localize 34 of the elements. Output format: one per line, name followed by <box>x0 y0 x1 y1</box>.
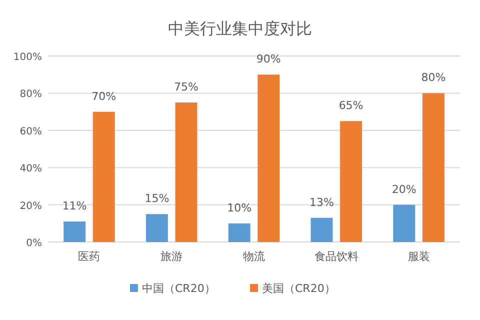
bar <box>310 218 333 242</box>
text: 75% <box>174 80 198 94</box>
bar <box>228 223 250 242</box>
legend-label: 美国（CR20） <box>262 282 336 295</box>
x-tick-label: 服装 <box>408 250 430 263</box>
bar <box>340 121 362 242</box>
text: 20% <box>392 182 416 196</box>
text: 15% <box>144 192 170 206</box>
bar <box>146 214 168 242</box>
text: 80% <box>421 71 446 84</box>
x-tick-label: 医药 <box>78 250 100 263</box>
legend-label: 中国（CR20） <box>142 282 216 295</box>
x-tick-label: 旅游 <box>160 250 183 263</box>
y-tick-label: 20% <box>20 200 42 212</box>
y-tick-label: 100% <box>13 52 42 63</box>
text: 11% <box>62 200 87 213</box>
x-tick-label: 物流 <box>243 250 265 263</box>
bar <box>64 222 86 242</box>
text: 70% <box>92 90 116 103</box>
text: 65% <box>338 99 364 112</box>
bar <box>422 93 444 242</box>
y-tick-label: 40% <box>20 164 42 175</box>
text: 10% <box>227 201 252 214</box>
bar <box>258 74 280 242</box>
y-tick-label: 80% <box>20 89 42 100</box>
bar <box>393 204 416 242</box>
text: 90% <box>256 52 281 66</box>
text: 13% <box>310 196 334 209</box>
bar <box>175 102 198 242</box>
y-tick-label: 60% <box>20 126 42 138</box>
bar <box>92 112 115 242</box>
x-tick-label: 食品饮料 <box>314 250 358 263</box>
y-tick-label: 0% <box>26 238 42 249</box>
chart-title: 中美行业集中度对比 <box>168 19 312 38</box>
